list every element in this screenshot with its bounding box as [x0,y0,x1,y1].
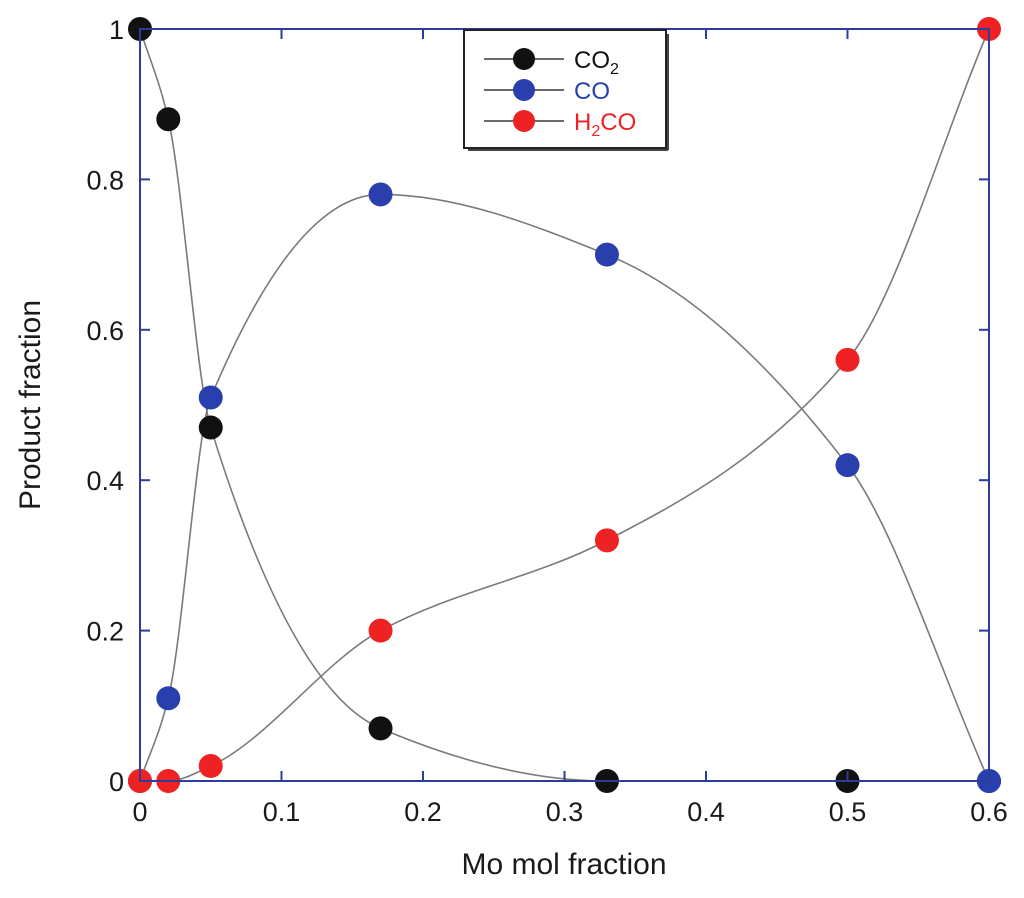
y-axis-title: Product fraction [14,300,47,510]
y-tick-label: 0.4 [86,466,124,496]
data-point-co [198,385,223,410]
y-tick-label: 0.2 [86,617,124,647]
legend-label: CO [574,78,610,105]
y-tick-label: 0 [109,767,124,797]
legend-label: CO2 [574,47,619,78]
x-tick-label: 0.6 [970,797,1008,827]
x-tick-label: 0 [132,797,147,827]
legend-label: H2CO [574,109,636,140]
data-point-co [835,453,860,478]
legend-entry-h2co: H2CO [484,109,636,140]
legend-entry-co: CO [484,78,610,105]
legend-marker [513,110,535,132]
series-curve-co [139,193,990,782]
data-point-co [594,242,619,267]
legend-marker [513,79,535,101]
x-tick-label: 0.1 [263,797,301,827]
x-tick-label: 0.5 [829,797,867,827]
y-tick-label: 0.6 [86,316,124,346]
legend-box [463,29,667,149]
x-axis-title: Mo mol fraction [461,848,666,881]
data-point-co [156,686,181,711]
y-tick-labels: 0 0.2 0.4 0.6 0.8 1 [86,15,124,797]
x-tick-label: 0.2 [404,797,442,827]
series-curve-h2co [140,28,990,782]
data-point-h2co [835,347,860,372]
legend-entry-co2: CO2 [484,47,619,78]
x-tick-labels: 0 0.1 0.2 0.3 0.4 0.5 0.6 [132,797,1007,827]
data-point-h2co [594,528,619,553]
data-point-h2co [368,618,393,643]
data-point-h2co [198,753,223,778]
y-tick-label: 0.8 [86,165,124,195]
data-point-co2 [368,716,393,741]
points-layer [128,17,1001,793]
legend-marker [513,48,535,70]
data-point-co2 [198,415,223,440]
x-tick-label: 0.3 [546,797,584,827]
data-point-co [368,182,393,207]
x-tick-label: 0.4 [687,797,725,827]
y-tick-label: 1 [109,15,124,45]
data-point-co2 [156,107,181,132]
